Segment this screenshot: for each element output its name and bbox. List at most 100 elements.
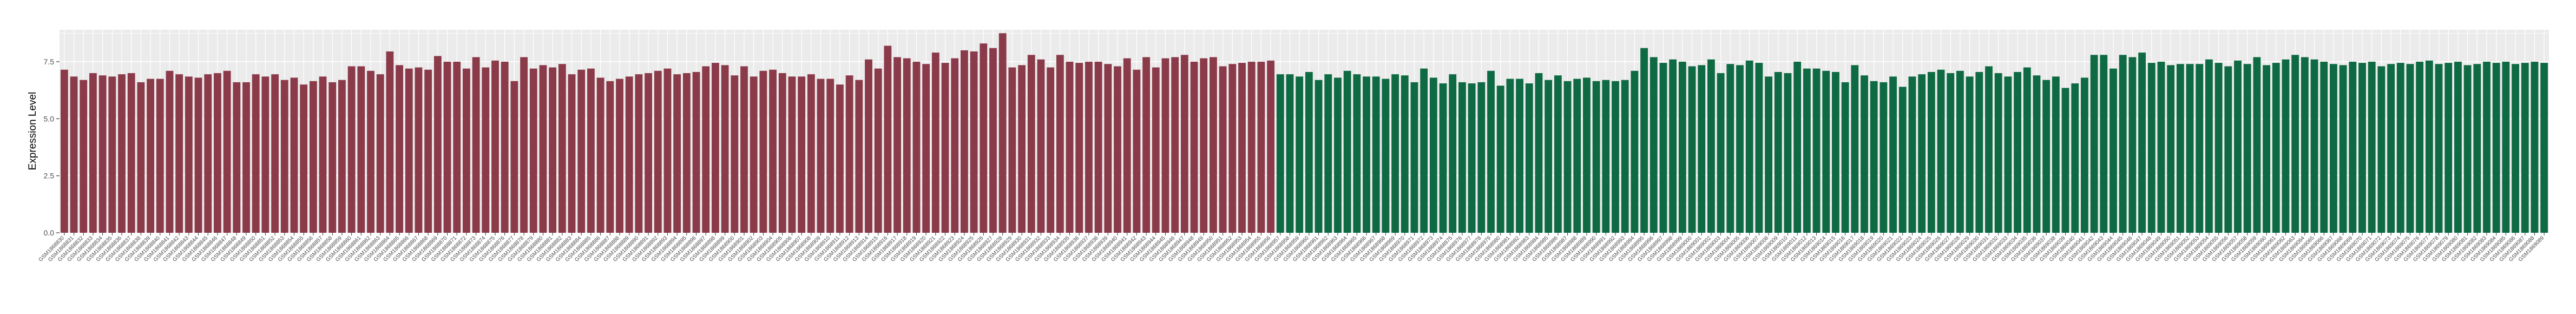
bar-GSM1868976 xyxy=(1458,82,1466,233)
y-axis-title: Expression Level xyxy=(27,92,38,171)
bar-GSM1868913 xyxy=(855,80,863,233)
bar-GSM1868914 xyxy=(865,59,872,233)
bar-GSM1868940 xyxy=(1114,66,1121,233)
bar-GSM1869025 xyxy=(1927,71,1935,233)
bar-GSM1868835 xyxy=(108,76,116,233)
bar-GSM1868865 xyxy=(396,65,403,233)
bar-GSM1869054 xyxy=(2205,59,2213,233)
bar-GSM1868883 xyxy=(568,74,576,233)
bar-GSM1868880 xyxy=(539,65,547,233)
bar-GSM1869089 xyxy=(2540,63,2548,233)
bar-GSM1869003 xyxy=(1717,73,1725,233)
bar-GSM1868955 xyxy=(1257,61,1265,233)
bar-GSM1868967 xyxy=(1372,76,1380,233)
bar-GSM1868894 xyxy=(673,74,681,233)
bar-GSM1868872 xyxy=(463,68,470,233)
bar-GSM1868904 xyxy=(769,69,777,233)
bar-GSM1869086 xyxy=(2512,64,2519,233)
bar-GSM1868906 xyxy=(788,76,796,233)
bar-GSM1868964 xyxy=(1343,70,1351,233)
bar-GSM1868850 xyxy=(252,74,260,233)
bar-GSM1869057 xyxy=(2234,60,2242,233)
bar-GSM1869030 xyxy=(1975,71,1983,233)
bar-GSM1868862 xyxy=(367,70,374,233)
bar-GSM1868882 xyxy=(558,64,566,233)
bar-GSM1868918 xyxy=(903,58,911,233)
bar-GSM1868842 xyxy=(175,74,183,233)
bar-GSM1868962 xyxy=(1324,74,1332,233)
bar-GSM1869080 xyxy=(2454,61,2462,233)
bar-GSM1868878 xyxy=(520,57,528,233)
bar-GSM1868903 xyxy=(759,70,767,233)
bar-GSM1868978 xyxy=(1477,82,1486,233)
bar-GSM1868877 xyxy=(510,81,518,233)
bar-GSM1869087 xyxy=(2521,63,2529,233)
bar-GSM1869044 xyxy=(2110,68,2117,233)
bar-GSM1868841 xyxy=(166,70,174,233)
bar-GSM1869041 xyxy=(2081,77,2088,233)
bar-GSM1869066 xyxy=(2320,61,2328,233)
bar-GSM1868884 xyxy=(577,69,586,233)
bar-GSM1869033 xyxy=(2004,76,2012,233)
bar-GSM1868843 xyxy=(185,76,193,233)
bar-GSM1869088 xyxy=(2531,61,2539,233)
x-axis-ticks: GSM1868830GSM1868831GSM1868832GSM1868833… xyxy=(38,233,2546,263)
bar-GSM1868891 xyxy=(645,73,652,233)
bar-GSM1868959 xyxy=(1296,76,1304,233)
bar-GSM1869069 xyxy=(2349,61,2357,233)
bar-GSM1868860 xyxy=(347,66,356,233)
bar-GSM1868925 xyxy=(970,51,978,233)
bar-GSM1868854 xyxy=(290,77,298,233)
bar-GSM1868888 xyxy=(616,78,623,233)
bar-GSM1868945 xyxy=(1161,58,1169,233)
bar-GSM1868846 xyxy=(214,73,221,233)
bar-GSM1868935 xyxy=(1066,61,1074,233)
bar-GSM1868834 xyxy=(98,75,107,233)
bar-GSM1869043 xyxy=(2100,55,2108,233)
bar-GSM1869050 xyxy=(2167,65,2175,233)
bar-GSM1869029 xyxy=(1966,76,1974,233)
bar-GSM1868859 xyxy=(338,80,346,233)
bar-GSM1869007 xyxy=(1755,63,1763,233)
bar-GSM1869008 xyxy=(1765,76,1772,233)
bar-GSM1868958 xyxy=(1286,74,1294,233)
bar-GSM1868923 xyxy=(951,58,959,233)
bar-GSM1869072 xyxy=(2377,66,2386,233)
bar-GSM1868830 xyxy=(60,69,68,233)
bar-GSM1868984 xyxy=(1535,73,1543,233)
bar-GSM1869000 xyxy=(1688,66,1696,233)
bar-GSM1869024 xyxy=(1918,74,1926,233)
bar-GSM1868990 xyxy=(1592,81,1600,233)
bar-GSM1868977 xyxy=(1468,83,1476,233)
bar-GSM1868921 xyxy=(931,53,939,233)
bar-GSM1868863 xyxy=(376,74,384,233)
bar-GSM1868868 xyxy=(424,69,432,233)
bar-GSM1868844 xyxy=(194,77,202,233)
bar-GSM1869051 xyxy=(2176,64,2184,233)
bar-GSM1869005 xyxy=(1736,65,1744,233)
bars xyxy=(60,33,2548,233)
bar-GSM1869084 xyxy=(2492,63,2500,233)
bar-GSM1868864 xyxy=(386,51,394,233)
bar-GSM1868871 xyxy=(453,61,461,233)
bar-GSM1869040 xyxy=(2071,83,2079,233)
bar-GSM1869017 xyxy=(1851,65,1859,233)
bar-GSM1868899 xyxy=(721,65,729,233)
bar-GSM1868915 xyxy=(874,68,882,233)
bar-GSM1868932 xyxy=(1037,59,1045,233)
bar-GSM1869011 xyxy=(1793,61,1802,233)
bar-GSM1868845 xyxy=(204,74,212,233)
bar-GSM1868832 xyxy=(80,80,88,233)
bar-GSM1868911 xyxy=(836,84,844,233)
bar-GSM1869027 xyxy=(1947,73,1955,233)
bar-GSM1868960 xyxy=(1305,71,1313,233)
bar-GSM1868916 xyxy=(884,45,892,233)
bar-GSM1868901 xyxy=(740,66,748,233)
bar-GSM1868987 xyxy=(1563,81,1572,233)
bar-GSM1868881 xyxy=(549,67,557,233)
bar-GSM1868985 xyxy=(1545,80,1553,233)
bar-GSM1869052 xyxy=(2186,64,2194,233)
bar-GSM1869070 xyxy=(2358,63,2366,233)
bar-GSM1868941 xyxy=(1123,58,1131,233)
bar-GSM1868968 xyxy=(1382,78,1390,233)
